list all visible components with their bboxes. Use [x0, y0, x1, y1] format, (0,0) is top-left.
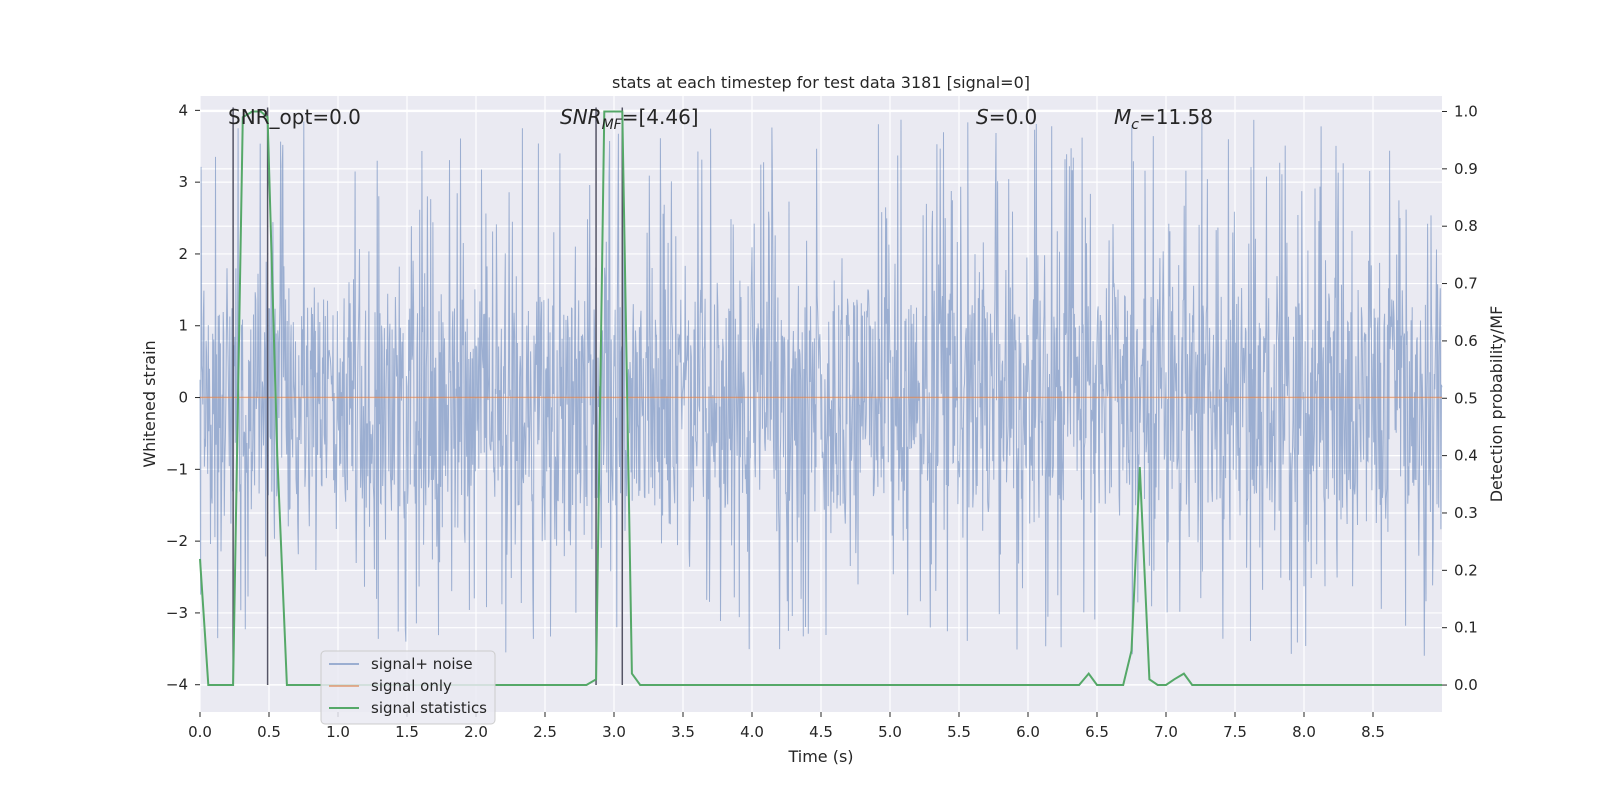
right-axis-label: Detection probability/MF: [1487, 306, 1506, 503]
statistics-series: [199, 110, 1442, 686]
snr-mf-subscript: MF: [602, 117, 623, 133]
x-tick-label: 8.0: [1292, 723, 1316, 741]
mc-value: =11.58: [1139, 105, 1213, 129]
x-tick-label: 6.5: [1085, 723, 1109, 741]
snr-mf-value: =[4.46]: [622, 105, 699, 129]
x-tick-label: 4.5: [809, 723, 833, 741]
right-tick-label: 0.0: [1454, 676, 1478, 694]
statistics-line: [199, 110, 1442, 686]
s-annotation: S=0.0: [976, 105, 1037, 129]
mc-subscript: c: [1131, 117, 1139, 133]
right-tick-label: 0.1: [1454, 619, 1478, 637]
left-tick-label: 2: [178, 245, 188, 263]
s-value: =0.0: [989, 105, 1038, 129]
x-axis-label: Time (s): [787, 747, 853, 766]
right-tick-label: 0.9: [1454, 160, 1478, 178]
legend-box: [320, 650, 496, 725]
left-tick-label: 3: [178, 173, 188, 191]
x-tick-label: 5.5: [947, 723, 971, 741]
left-axis-label: Whitened strain: [140, 340, 159, 467]
x-tick-label: 1.0: [326, 723, 350, 741]
legend-signal-label: signal only: [371, 677, 452, 695]
vertical-markers: [232, 107, 624, 686]
chart-title: stats at each timestep for test data 318…: [612, 73, 1030, 92]
x-tick-label: 4.0: [740, 723, 764, 741]
right-tick-label: 0.8: [1454, 217, 1478, 235]
right-tick-label: 0.2: [1454, 561, 1478, 579]
snr-opt-annotation: SNR_opt=0.0: [228, 105, 361, 129]
snr-mf-annotation: SNRMF=[4.46]: [560, 105, 699, 133]
x-axis-ticks: 0.0 0.5 1.0 1.5 2.0 2.5 3.0 3.5 4.0 4.5 5.0 5.5 6.0 6…: [188, 712, 1385, 741]
x-tick-label: 0.0: [188, 723, 212, 741]
left-tick-label: −1: [166, 460, 188, 478]
right-axis-ticks: 1.0 0.9 0.8 0.7 0.6 0.5 0.4 0.3 0.2 0.1 0.0: [1442, 102, 1478, 694]
s-symbol: S: [976, 105, 989, 129]
left-axis-ticks: 4 3 2 1 0 −1 −2 −3 −4: [166, 101, 200, 694]
x-tick-label: 2.5: [533, 723, 557, 741]
left-tick-label: −4: [166, 676, 188, 694]
x-tick-label: 3.0: [602, 723, 626, 741]
left-tick-label: −3: [166, 604, 188, 622]
x-tick-label: 1.5: [395, 723, 419, 741]
left-tick-label: 1: [178, 317, 188, 335]
right-tick-label: 0.6: [1454, 332, 1478, 350]
mc-symbol: M: [1114, 105, 1131, 129]
x-tick-label: 0.5: [257, 723, 281, 741]
x-tick-label: 7.5: [1223, 723, 1247, 741]
right-tick-label: 0.5: [1454, 389, 1478, 407]
left-tick-label: 4: [178, 101, 188, 119]
legend: signal+ noise signal only signal statist…: [320, 650, 496, 725]
x-tick-label: 6.0: [1016, 723, 1040, 741]
right-tick-label: 0.7: [1454, 275, 1478, 293]
left-tick-label: −2: [166, 532, 188, 550]
legend-noise-label: signal+ noise: [371, 655, 473, 673]
x-tick-label: 5.0: [878, 723, 902, 741]
x-tick-label: 8.5: [1361, 723, 1385, 741]
right-tick-label: 0.3: [1454, 504, 1478, 522]
x-tick-label: 3.5: [671, 723, 695, 741]
noise-series: [199, 119, 1443, 656]
right-tick-label: 1.0: [1454, 102, 1478, 120]
legend-stats-label: signal statistics: [371, 699, 487, 717]
x-tick-label: 2.0: [464, 723, 488, 741]
right-tick-label: 0.4: [1454, 447, 1478, 465]
left-tick-label: 0: [178, 389, 188, 407]
x-tick-label: 7.0: [1154, 723, 1178, 741]
noise-trace: [199, 119, 1443, 656]
snr-mf-symbol: SNR: [560, 105, 602, 129]
mc-annotation: Mc=11.58: [1114, 105, 1213, 133]
